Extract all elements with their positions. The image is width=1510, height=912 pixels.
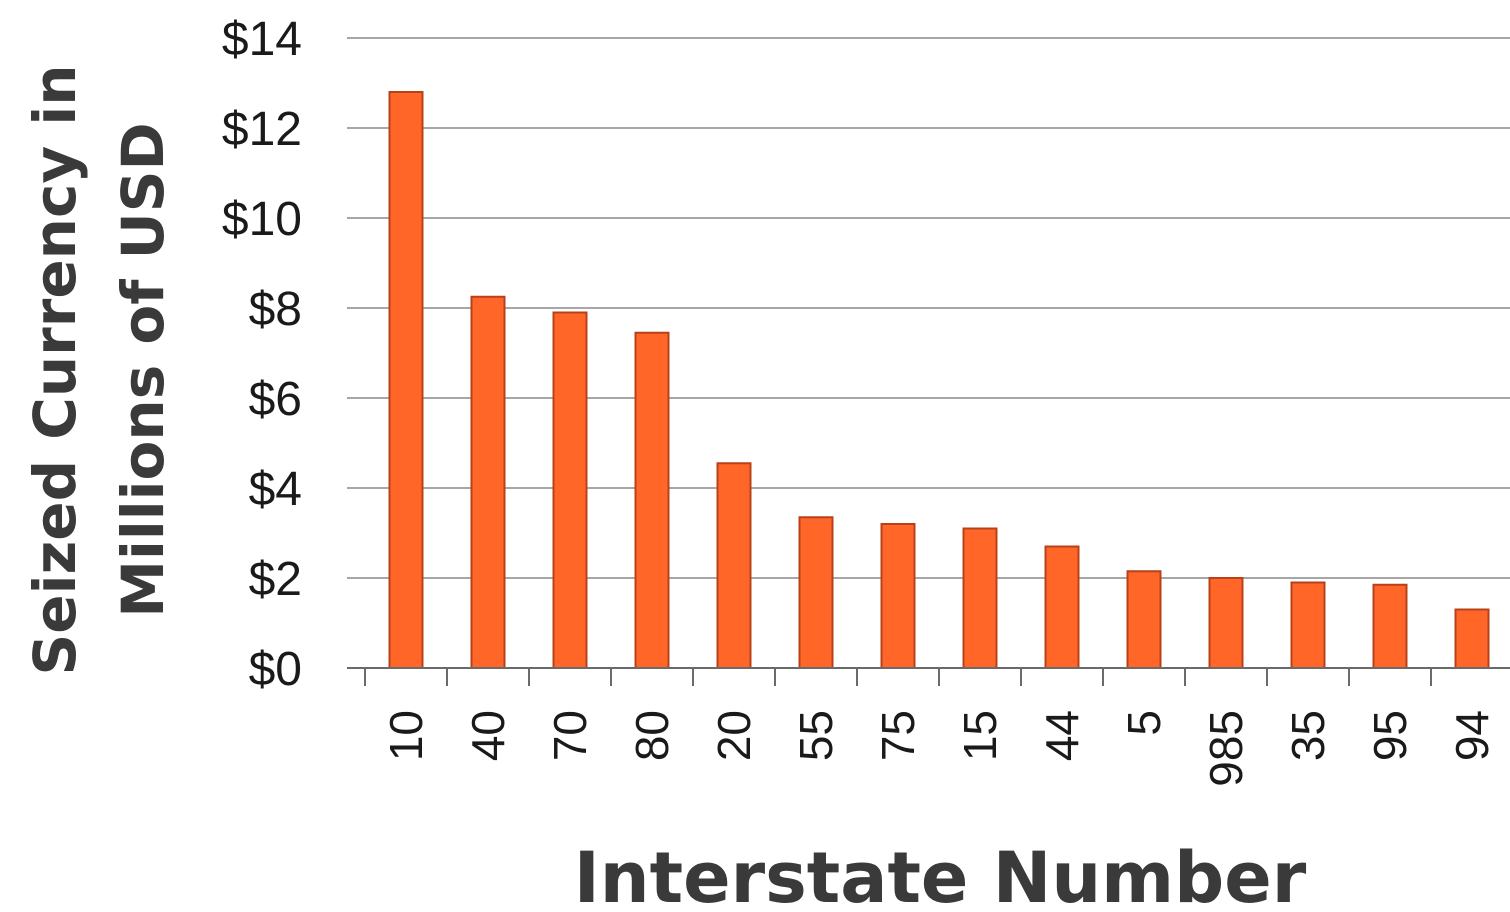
y-tick-label: $14 [222,13,302,66]
bar-interstate-15 [962,527,998,669]
y-axis-title-line-2: Millions of USD [109,122,177,617]
x-tick-label-94: 94 [1446,710,1498,761]
x-tick-label-985: 985 [1200,710,1252,787]
x-tick-label-44: 44 [1036,710,1088,761]
bar-interstate-94 [1454,608,1490,669]
bar-interstate-75 [880,523,916,669]
gridlines [347,37,1510,579]
x-tick-label-75: 75 [872,710,924,761]
x-tick-label-95: 95 [1364,710,1416,761]
y-tick-label: $0 [249,643,302,696]
bar-interstate-20 [716,462,752,669]
bar-interstate-55 [798,516,834,669]
y-tick-label: $4 [249,463,302,516]
x-tick-labels: 10 40 70 80 20 55 75 15 44 5 985 35 95 94 [380,710,1498,787]
x-tick-label-80: 80 [626,710,678,761]
y-tick-labels: $0 $2 $4 $6 $8 $10 $12 $14 [222,13,302,696]
x-tick-label-35: 35 [1282,710,1334,761]
x-tick-label-40: 40 [462,710,514,761]
x-tick-label-55: 55 [790,710,842,761]
x-tick-label-20: 20 [708,710,760,761]
y-axis-title: Seized Currency in Millions of USD [21,64,177,675]
x-tick-label-70: 70 [544,710,596,761]
bar-interstate-95 [1372,583,1408,669]
y-tick-label: $6 [249,373,302,426]
x-tick-label-15: 15 [954,710,1006,761]
bar-interstate-985 [1208,577,1244,669]
bar-interstate-44 [1044,545,1080,669]
bar-interstate-80 [634,331,670,669]
x-axis-title: Interstate Number [574,837,1307,912]
bar-interstate-5 [1126,570,1162,669]
bar-interstate-35 [1290,581,1326,669]
y-axis-title-line-1: Seized Currency in [21,64,89,675]
bar-interstate-40 [470,295,506,669]
y-tick-label: $8 [249,283,302,336]
bar-interstate-70 [552,311,588,669]
bar-interstate-10 [388,91,424,669]
y-tick-label: $2 [249,553,302,606]
axes [347,667,1510,686]
x-tick-label-5: 5 [1118,710,1170,736]
x-tick-label-10: 10 [380,710,432,761]
y-tick-label: $12 [222,103,302,156]
bars [388,91,1490,669]
y-tick-label: $10 [222,193,302,246]
